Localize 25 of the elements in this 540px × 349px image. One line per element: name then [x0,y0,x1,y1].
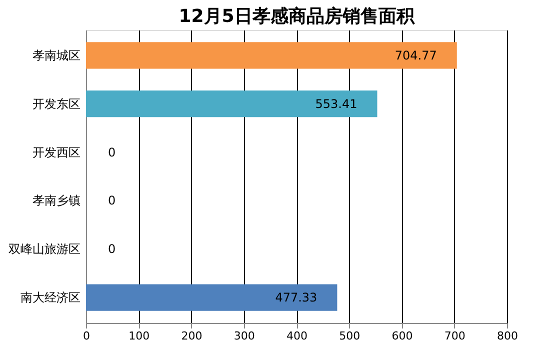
x-tick-label: 600 [392,330,413,342]
chart-title: 12月5日孝感商品房销售面积 [178,6,416,27]
x-tick-label: 400 [286,330,308,342]
data-label: 0 [108,194,116,208]
bar [86,42,457,69]
y-tick-label: 双峰山旅游区 [8,242,80,256]
x-tick-label: 500 [339,330,360,342]
data-label: 704.77 [394,48,437,62]
data-label: 553.41 [315,96,358,111]
x-tick-label: 200 [181,330,202,342]
y-tick-label: 南大经济区 [20,290,80,305]
x-tick-label: 0 [83,330,90,342]
bar [86,284,338,311]
x-tick-label: 700 [444,330,466,342]
y-tick-label: 开发东区 [32,96,80,111]
data-label: 0 [108,145,116,160]
x-tick-label: 100 [128,330,150,342]
data-label: 477.33 [275,290,318,305]
data-label: 0 [108,242,116,256]
x-tick-label: 300 [234,330,255,342]
y-tick-label: 孝南乡镇 [32,194,80,208]
bar [86,90,378,118]
x-tick-label: 800 [497,330,518,342]
y-tick-label: 开发西区 [32,145,80,160]
y-tick-label: 孝南城区 [32,48,80,62]
